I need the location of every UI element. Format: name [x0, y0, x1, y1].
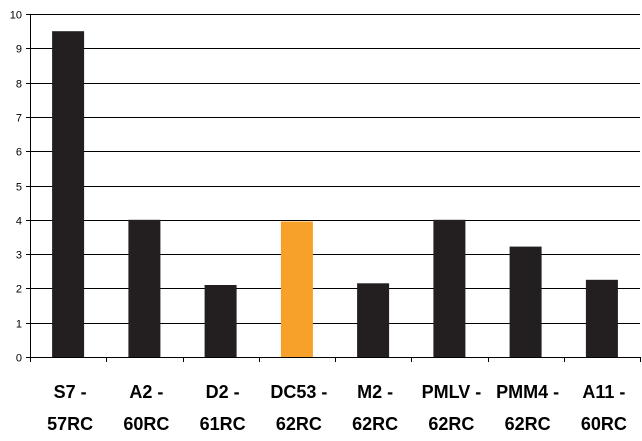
x-tick-label: M2 - 62RC [352, 382, 398, 434]
x-tick-label: PMM4 - 62RC [496, 382, 559, 434]
x-tick-label-line: PMM4 - [496, 382, 559, 402]
y-tick-label: 5 [16, 182, 22, 194]
x-tick-label-line: A11 - [582, 382, 625, 402]
y-tick-label: 6 [16, 147, 22, 159]
bar-dc53-62rc [280, 221, 313, 357]
bar-m2-62rc [357, 283, 390, 357]
bars [52, 31, 618, 357]
x-tick-label-line: 61RC [200, 414, 246, 434]
y-tick-label: 0 [16, 353, 22, 365]
axes [30, 14, 641, 362]
bar-a2-60rc [128, 219, 161, 357]
x-tick-label-line: 62RC [352, 414, 398, 434]
x-tick-label: S7 - 57RC [47, 382, 93, 434]
x-tick-label-line: M2 - [357, 382, 393, 402]
y-tick-label: 4 [16, 216, 22, 228]
x-tick-label: D2 - 61RC [200, 382, 246, 434]
x-tick-label: PMLV - 62RC [422, 382, 482, 434]
y-tick-label: 7 [16, 113, 22, 125]
bar-pmlv-62rc [433, 219, 466, 357]
x-tick-label-line: PMLV - [422, 382, 482, 402]
bar-pmm4-62rc [509, 246, 542, 357]
x-axis-ticks: S7 - 57RC A2 - 60RC D2 - 61RC DC53 - 62RC M2 - 62… [47, 382, 627, 434]
y-tick-label: 8 [16, 79, 22, 91]
x-tick-label-line: 62RC [428, 414, 474, 434]
x-tick-label: A2 - 60RC [123, 382, 169, 434]
y-tick-label: 10 [10, 10, 22, 22]
x-tick-label: A11 - 60RC [581, 382, 627, 434]
bar-d2-61rc [204, 285, 237, 357]
y-tick-label: 1 [16, 319, 22, 331]
gridlines [30, 14, 640, 324]
x-tick-label-line: S7 - [54, 382, 87, 402]
bar-s7-57rc [52, 31, 85, 357]
x-tick-label-line: 60RC [123, 414, 169, 434]
x-tick-label-line: 57RC [47, 414, 93, 434]
y-axis-ticks: 0 1 2 3 4 5 6 7 8 9 10 [10, 10, 30, 365]
y-tick-label: 3 [16, 250, 22, 262]
x-tick-label-line: 62RC [276, 414, 322, 434]
x-tick-label-line: 62RC [505, 414, 551, 434]
bar-a11-60rc [585, 279, 618, 357]
x-tick-label: DC53 - 62RC [270, 382, 327, 434]
x-tick-label-line: DC53 - [270, 382, 327, 402]
y-tick-label: 2 [16, 284, 22, 296]
y-tick-label: 9 [16, 44, 22, 56]
x-tick-label-line: D2 - [206, 382, 240, 402]
x-tick-label-line: A2 - [129, 382, 163, 402]
x-tick-label-line: 60RC [581, 414, 627, 434]
